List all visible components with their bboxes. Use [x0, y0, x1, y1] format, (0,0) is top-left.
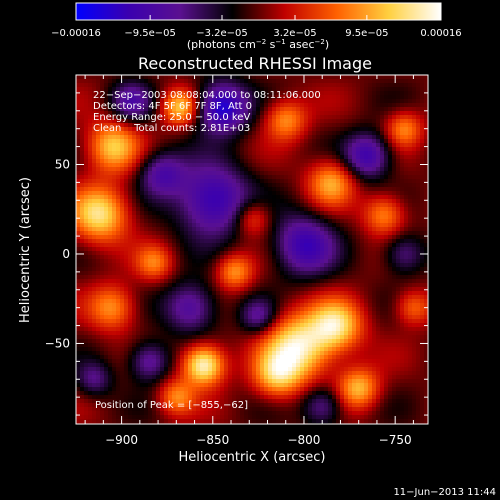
- colorbar-ticks: −0.00016 −9.5e−05 −3.2e−05 3.2e−05 9.5e−05 0.…: [51, 15, 462, 39]
- y-tick-label-2: 50: [55, 157, 70, 171]
- observation-info: 22−Sep−2003 08:08:04.000 to 08:11:06.000…: [93, 90, 321, 134]
- y-tick-label-0: −50: [45, 336, 70, 350]
- x-tick-label-3: −750: [379, 433, 412, 447]
- colorbar-tick-label-1: −9.5e−05: [124, 28, 176, 39]
- info-line-energy: Energy Range: 25.0 − 50.0 keV: [93, 112, 250, 123]
- colorbar-tick-label-3: 3.2e−05: [273, 28, 316, 39]
- colorbar-tick-label-0: −0.00016: [51, 28, 101, 39]
- plot-frame: [75, 74, 429, 425]
- chart-title: Reconstructed RHESSI Image: [138, 54, 372, 73]
- info-line-time: 22−Sep−2003 08:08:04.000 to 08:11:06.000: [93, 90, 321, 101]
- heatmap-image: [76, 75, 428, 424]
- peak-position-label: Position of Peak = [−855,−62]: [95, 400, 248, 411]
- axis-ticks: −900 −850 −800 −750 −50 0 50: [45, 75, 428, 447]
- x-axis-label: Heliocentric X (arcsec): [179, 450, 326, 465]
- x-tick-label-2: −800: [287, 433, 320, 447]
- info-line-detectors: Detectors: 4F 5F 6F 7F 8F, Att 0: [93, 101, 252, 112]
- y-tick-label-1: 0: [62, 247, 70, 261]
- x-tick-label-0: −900: [105, 433, 138, 447]
- footer-date: 11−Jun−2013 11:44: [393, 487, 496, 498]
- x-tick-label-1: −850: [196, 433, 229, 447]
- colorbar-tick-label-5: 0.00016: [420, 28, 461, 39]
- y-axis-label: Heliocentric Y (arcsec): [18, 177, 33, 323]
- colorbar-tick-label-2: −3.2e−05: [196, 28, 248, 39]
- colorbar: [75, 2, 442, 21]
- info-line-counts: Clean Total counts: 2.81E+03: [93, 123, 250, 134]
- colorbar-unit: (photons cm−2 s−1 asec−2): [187, 38, 329, 51]
- colorbar-tick-label-4: 9.5e−05: [345, 28, 388, 39]
